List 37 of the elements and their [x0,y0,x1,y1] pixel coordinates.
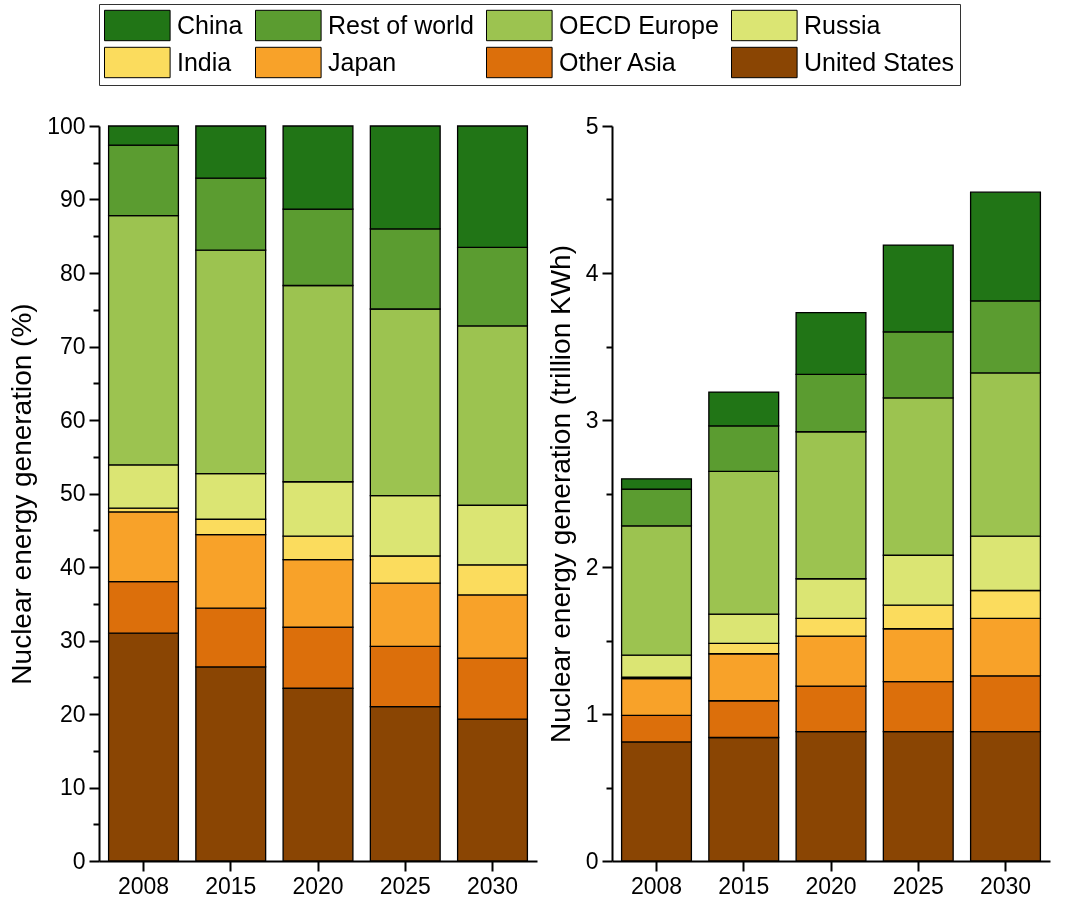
y-tick-label: 5 [585,112,599,139]
y-tick-label: 20 [59,700,86,727]
y-tick-label: 2 [585,553,599,580]
x-tick-label: 2030 [979,872,1032,899]
x-tick-label: 2030 [466,872,519,899]
x-tick-label: 2008 [630,872,683,899]
y-tick-label: 40 [59,553,86,580]
x-tick-label: 2025 [379,872,431,899]
y-axis-title: Nuclear energy generation (trillion KWh) [544,245,576,743]
x-tick-label: 2020 [805,872,857,899]
y-tick-label: 50 [59,480,86,506]
legend-label: China [177,10,243,39]
legend-label: OECD Europe [559,10,719,39]
y-tick-label: 4 [585,259,599,286]
x-tick-label: 2025 [892,872,944,899]
y-tick-label: 90 [59,186,86,212]
y-tick-label: 3 [585,406,599,433]
x-tick-label: 2008 [117,872,170,899]
y-axis-title: Nuclear energy generation (%) [6,303,38,685]
y-tick-label: 0 [72,847,86,874]
x-tick-label: 2015 [205,872,257,899]
legend-label: Other Asia [559,47,676,76]
y-tick-label: 0 [585,847,599,874]
legend-label: United States [804,47,955,76]
legend-label: Russia [804,10,881,39]
y-tick-label: 80 [59,259,86,286]
y-tick-label: 60 [59,406,86,433]
legend-label: Japan [328,47,397,76]
x-tick-label: 2015 [718,872,770,899]
x-tick-label: 2020 [292,872,344,899]
y-tick-label: 30 [59,627,86,653]
legend-label: Rest of world [328,10,474,39]
y-tick-label: 10 [59,774,86,800]
y-tick-label: 100 [47,112,86,139]
y-tick-label: 70 [59,333,86,359]
legend-label: India [177,47,232,76]
y-tick-label: 1 [585,700,599,727]
